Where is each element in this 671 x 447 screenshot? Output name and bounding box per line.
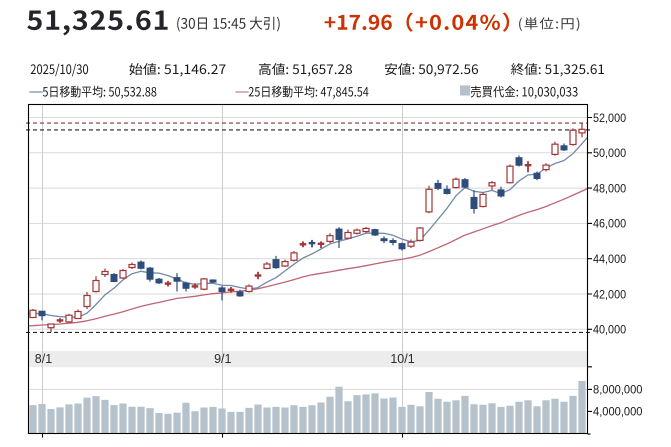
svg-text:40,000: 40,000 — [593, 323, 626, 337]
svg-text:4,000,000: 4,000,000 — [593, 405, 643, 419]
svg-text:9/1: 9/1 — [214, 352, 231, 366]
svg-text:8,000,000: 8,000,000 — [593, 383, 643, 397]
svg-text:48,000: 48,000 — [593, 181, 626, 195]
svg-text:46,000: 46,000 — [593, 217, 626, 231]
svg-text:44,000: 44,000 — [593, 252, 626, 266]
svg-text:50,000: 50,000 — [593, 146, 626, 160]
svg-text:52,000: 52,000 — [593, 111, 626, 125]
svg-text:10/1: 10/1 — [390, 352, 414, 366]
svg-text:42,000: 42,000 — [593, 287, 626, 301]
svg-text:8/1: 8/1 — [35, 352, 52, 366]
